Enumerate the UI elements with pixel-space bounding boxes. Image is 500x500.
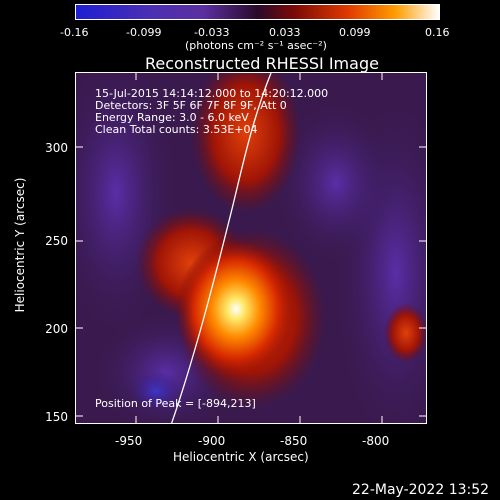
- colorbar-tick: -0.033: [194, 26, 230, 39]
- y-tick-label: 150: [45, 410, 68, 424]
- colorbar-tick: -0.16: [60, 26, 89, 39]
- colorbar-tick: 0.16: [425, 26, 450, 39]
- colorbar-ticks: -0.16 -0.099 -0.033 0.033 0.099 0.16: [0, 0, 500, 60]
- colorbar-tick: -0.099: [126, 26, 162, 39]
- rhessi-image: [75, 72, 427, 424]
- footer-date: 22-May-2022 13:52: [352, 482, 490, 498]
- colorbar-tick: 0.099: [339, 26, 371, 39]
- y-tick-label: 250: [45, 234, 68, 248]
- x-tick-label: -900: [198, 434, 226, 448]
- info-line: Energy Range: 3.0 - 6.0 keV: [95, 111, 249, 124]
- info-line: Clean Total counts: 3.53E+04: [95, 123, 258, 136]
- peak-position: Position of Peak = [-894,213]: [95, 397, 256, 410]
- y-tick-label: 200: [45, 322, 68, 336]
- info-line: 15-Jul-2015 14:14:12.000 to 14:20:12.000: [95, 87, 329, 100]
- plot-title: Reconstructed RHESSI Image: [145, 54, 379, 73]
- y-axis-label: Heliocentric Y (arcsec): [13, 177, 27, 313]
- x-tick-label: -800: [362, 434, 390, 448]
- colorbar: [75, 4, 440, 20]
- x-axis-label: Heliocentric X (arcsec): [173, 450, 309, 464]
- y-tick-label: 300: [45, 141, 68, 155]
- colorbar-tick: 0.033: [269, 26, 301, 39]
- x-tick-label: -950: [115, 434, 143, 448]
- colorbar-unit-label: (photons cm⁻² s⁻¹ asec⁻²): [185, 39, 327, 52]
- rhessi-image-svg: [76, 73, 426, 423]
- x-tick-label: -850: [280, 434, 308, 448]
- info-line: Detectors: 3F 5F 6F 7F 8F 9F, Att 0: [95, 99, 287, 112]
